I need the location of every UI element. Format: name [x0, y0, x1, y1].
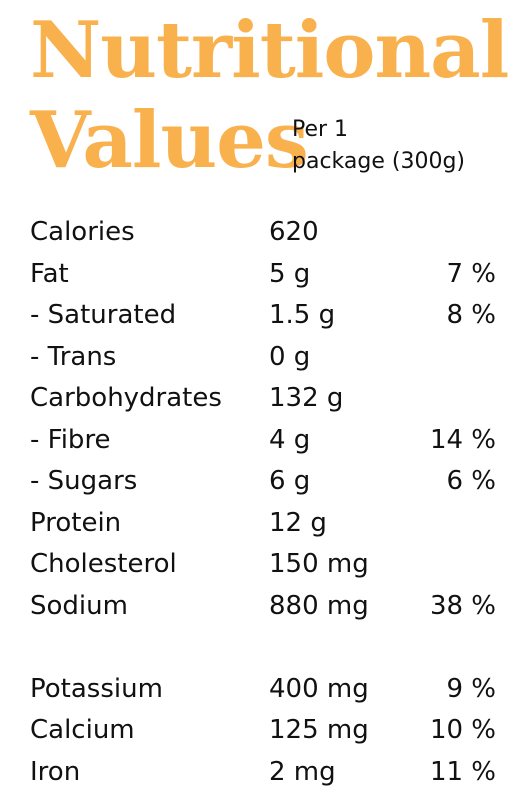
nutrient-row-fat: Fat 5 g 7 % — [30, 254, 510, 296]
nutrient-amount: 132 g — [269, 383, 344, 413]
nutrient-amount: 0 g — [269, 341, 311, 372]
nutrient-row-iron: Iron 2 mg 11 % — [30, 752, 510, 794]
nutrient-name: - Saturated — [30, 300, 177, 330]
nutrition-table: Calories 620 Fat 5 g 7 % - Saturated 1.5… — [30, 212, 510, 793]
nutrient-amount: 880 mg — [269, 590, 369, 621]
nutrient-percent: 9 % — [446, 673, 496, 704]
nutrient-percent: 8 % — [446, 300, 496, 330]
nutrient-row-potassium: Potassium 400 mg 9 % — [30, 669, 510, 711]
nutrient-name: Cholesterol — [30, 549, 177, 579]
nutrient-name: Protein — [30, 507, 122, 538]
nutrient-name: - Trans — [30, 341, 117, 372]
nutrient-row-sugars: - Sugars 6 g 6 % — [30, 461, 510, 503]
nutrient-row-calcium: Calcium 125 mg 10 % — [30, 710, 510, 752]
nutrient-percent: 14 % — [429, 424, 496, 455]
nutrient-amount: 2 mg — [269, 756, 336, 787]
nutrient-row-calories: Calories 620 — [30, 212, 510, 254]
serving-size: Per 1 package (300g) — [292, 114, 512, 178]
title-line-2: Values — [30, 95, 309, 186]
nutrient-amount: 620 — [269, 217, 319, 247]
nutrient-amount: 125 mg — [269, 715, 369, 745]
nutrient-amount: 4 g — [269, 424, 311, 455]
nutrient-row-cholesterol: Cholesterol 150 mg — [30, 544, 510, 586]
nutrient-name: - Sugars — [30, 466, 138, 496]
nutrient-amount: 6 g — [269, 466, 311, 496]
nutrient-row-sodium: Sodium 880 mg 38 % — [30, 586, 510, 628]
nutrient-name: Iron — [30, 756, 81, 787]
title-line-1: Nutritional — [30, 5, 509, 96]
nutrient-amount: 5 g — [269, 258, 311, 289]
nutrient-percent: 7 % — [446, 258, 496, 289]
nutrient-amount: 12 g — [269, 507, 327, 538]
nutrient-name: Calories — [30, 217, 135, 247]
nutrient-amount: 1.5 g — [269, 300, 336, 330]
nutrient-row-saturated: - Saturated 1.5 g 8 % — [30, 295, 510, 337]
nutrient-name: Carbohydrates — [30, 383, 222, 413]
nutrient-name: Fat — [30, 258, 69, 289]
nutrient-name: Calcium — [30, 715, 135, 745]
nutrient-name: - Fibre — [30, 424, 111, 455]
nutrient-amount: 150 mg — [269, 549, 369, 579]
nutrient-row-trans: - Trans 0 g — [30, 337, 510, 379]
nutrient-percent: 11 % — [429, 756, 496, 787]
nutrient-percent: 38 % — [429, 590, 496, 621]
nutrient-row-fibre: - Fibre 4 g 14 % — [30, 420, 510, 462]
nutrient-name: Potassium — [30, 673, 163, 704]
serving-size-line-2: package (300g) — [292, 149, 465, 174]
nutrient-amount: 400 mg — [269, 673, 369, 704]
nutrient-row-protein: Protein 12 g — [30, 503, 510, 545]
nutrient-row-carbohydrates: Carbohydrates 132 g — [30, 378, 510, 420]
nutrient-percent: 6 % — [446, 466, 496, 496]
nutrient-name: Sodium — [30, 590, 128, 621]
nutrient-percent: 10 % — [429, 715, 496, 745]
serving-size-line-1: Per 1 — [292, 117, 349, 142]
